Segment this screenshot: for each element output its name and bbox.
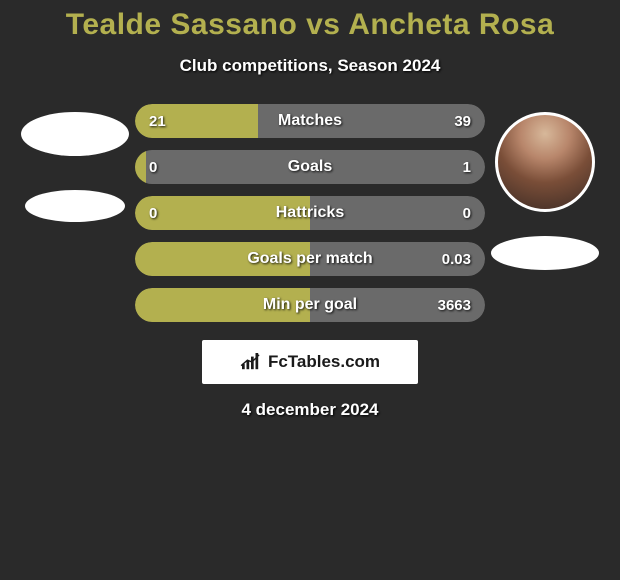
stat-label: Hattricks: [135, 204, 485, 222]
stat-value-right: 1: [463, 159, 471, 176]
stat-value-right: 39: [454, 113, 471, 130]
player-left-flag: [25, 190, 125, 222]
player-left-avatar: [21, 112, 129, 156]
comparison-card: Tealde Sassano vs Ancheta Rosa Club comp…: [0, 0, 620, 420]
page-title: Tealde Sassano vs Ancheta Rosa: [0, 8, 620, 42]
stat-value-left: 0: [149, 159, 157, 176]
player-right-avatar: [495, 112, 595, 212]
brand-badge[interactable]: FcTables.com: [202, 340, 418, 384]
player-right-col: [485, 104, 605, 270]
stat-value-right: 3663: [438, 297, 471, 314]
stat-bar: Goals per match0.03: [135, 242, 485, 276]
brand-text: FcTables.com: [268, 352, 380, 372]
player-left-col: [15, 104, 135, 246]
stat-label: Min per goal: [135, 296, 485, 314]
stat-bar: Min per goal3663: [135, 288, 485, 322]
bar-chart-icon: [240, 353, 262, 371]
stat-label: Matches: [135, 112, 485, 130]
stat-bar: Goals0 1: [135, 150, 485, 184]
player-right-flag: [491, 236, 599, 270]
stats-bars: Matches2139Goals01Hattricks00Goals per m…: [135, 104, 485, 322]
stat-value-right: 0.03: [442, 251, 471, 268]
stat-bar: Hattricks0 0: [135, 196, 485, 230]
date-text: 4 december 2024: [0, 400, 620, 420]
stat-value-right: 0: [463, 205, 471, 222]
stat-value-left: 21: [149, 113, 166, 130]
stat-bar: Matches21 39: [135, 104, 485, 138]
stat-label: Goals per match: [135, 250, 485, 268]
subtitle: Club competitions, Season 2024: [0, 56, 620, 76]
stat-value-left: 0: [149, 205, 157, 222]
main-row: Matches2139Goals01Hattricks00Goals per m…: [0, 104, 620, 322]
stat-label: Goals: [135, 158, 485, 176]
